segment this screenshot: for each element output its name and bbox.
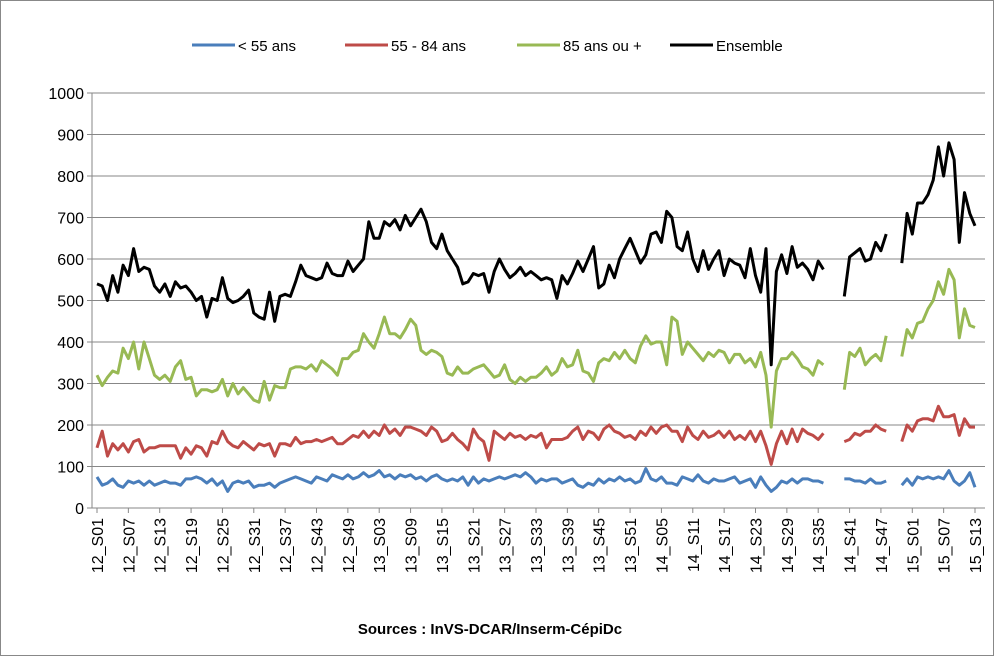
x-tick-label: 12_S43 [310, 518, 327, 573]
x-tick-label: 15_S01 [905, 518, 922, 573]
series-line [96, 141, 977, 367]
x-tick-label: 13_S45 [592, 518, 609, 573]
y-tick-label: 400 [57, 335, 84, 352]
x-tick-label: 15_S13 [968, 518, 985, 573]
x-tick-label: 13_S03 [372, 518, 389, 573]
y-tick-label: 800 [57, 169, 84, 186]
x-tick-label: 14_S17 [717, 518, 734, 573]
x-tick-label: 14_S41 [843, 518, 860, 573]
x-tick-label: 14_S11 [686, 518, 703, 572]
y-tick-label: 1000 [48, 86, 84, 103]
y-tick-label: 300 [57, 377, 84, 394]
x-tick-label: 13_S33 [529, 518, 546, 573]
x-tick-label: 12_S13 [153, 518, 170, 573]
x-tick-label: 14_S05 [654, 518, 671, 573]
x-tick-label: 12_S37 [278, 518, 295, 573]
series-line [95, 467, 977, 493]
y-tick-label: 0 [75, 501, 84, 518]
x-tick-label: 12_S25 [215, 518, 232, 573]
legend-label: 55 - 84 ans [391, 38, 466, 55]
legend-label: Ensemble [716, 38, 783, 55]
y-tick-label: 700 [57, 211, 84, 228]
legend-label: 85 ans ou + [563, 38, 642, 55]
x-tick-label: 12_S07 [121, 518, 138, 573]
x-tick-label: 12_S49 [341, 518, 358, 573]
x-tick-label: 13_S51 [623, 518, 640, 573]
y-tick-label: 900 [57, 128, 84, 145]
x-tick-label: 15_S07 [937, 518, 954, 573]
x-tick-label: 14_S23 [749, 518, 766, 573]
x-tick-label: 14_S35 [811, 518, 828, 573]
y-tick-label: 500 [57, 294, 84, 311]
x-tick-label: 14_S47 [874, 518, 891, 573]
x-tick-label: 13_S09 [404, 518, 421, 573]
y-tick-label: 200 [57, 418, 84, 435]
source-note: Sources : InVS-DCAR/Inserm-CépiDc [358, 621, 622, 638]
y-tick-label: 600 [57, 252, 84, 269]
x-tick-label: 12_S31 [247, 518, 264, 573]
x-tick-label: 13_S21 [466, 518, 483, 573]
legend-label: < 55 ans [238, 38, 296, 55]
x-tick-label: 12_S19 [184, 518, 201, 573]
x-tick-label: 12_S01 [90, 518, 107, 573]
series-line [95, 404, 975, 466]
x-tick-label: 13_S15 [435, 518, 452, 573]
x-tick-label: 14_S29 [780, 518, 797, 573]
series-line [95, 267, 976, 429]
y-tick-label: 100 [57, 460, 84, 477]
x-tick-label: 13_S27 [498, 518, 515, 573]
x-tick-label: 13_S39 [560, 518, 577, 573]
